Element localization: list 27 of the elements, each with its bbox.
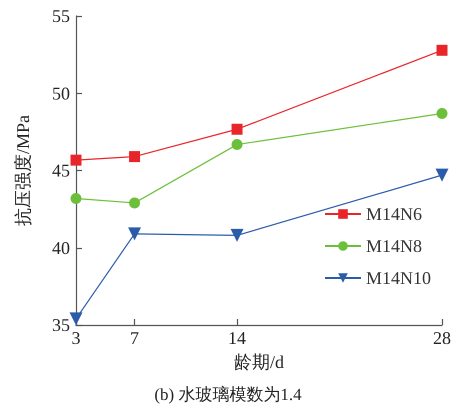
- y-tick-label: 50: [52, 83, 70, 104]
- text: (b) 水玻璃模数为1.4: [154, 385, 302, 404]
- point: [70, 192, 82, 204]
- legend-label: M14N6: [366, 204, 422, 224]
- point: [436, 108, 448, 119]
- y-tick-label: 45: [52, 160, 70, 180]
- point: [70, 154, 82, 166]
- y-tick-label: 35: [52, 315, 70, 335]
- legend-label: M14N8: [366, 236, 422, 256]
- x-axis-title: 龄期/d: [234, 352, 284, 372]
- y-tick-label: 40: [52, 238, 70, 258]
- x-tick-label: 7: [130, 328, 140, 348]
- point: [128, 227, 142, 240]
- y-tick-label: 55: [52, 6, 70, 26]
- point: [129, 197, 140, 208]
- point: [436, 44, 448, 56]
- x-tick-label: 28: [433, 328, 451, 348]
- legend-label: M14N10: [366, 268, 432, 288]
- point: [129, 151, 140, 162]
- point: [232, 124, 243, 135]
- x-tick-label: 3: [72, 328, 80, 348]
- x-tick-label: 14: [228, 328, 246, 348]
- point: [230, 228, 244, 242]
- point: [436, 168, 448, 182]
- point: [232, 139, 243, 150]
- point: [70, 312, 82, 326]
- y-axis-title: 抗压强度/MPa: [13, 114, 33, 226]
